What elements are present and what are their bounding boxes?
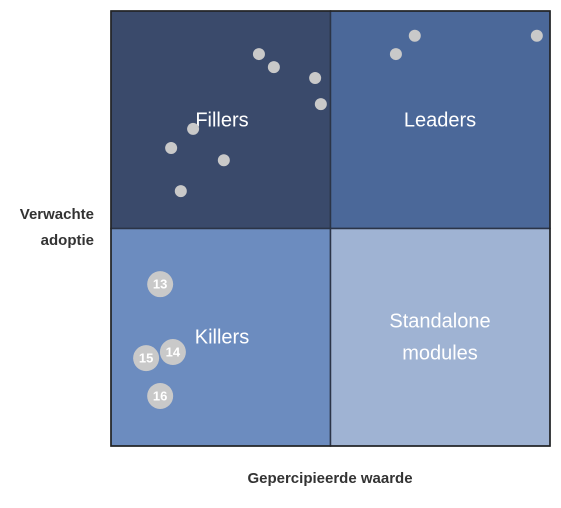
- data-point: [408, 29, 421, 42]
- quadrant-label: Fillers: [195, 109, 248, 131]
- data-point: [217, 154, 230, 167]
- quadrant: [110, 10, 332, 230]
- data-point: [252, 48, 265, 61]
- quadrant: [329, 10, 551, 230]
- data-point: [314, 98, 327, 111]
- data-point: [147, 382, 174, 409]
- data-point: [389, 48, 402, 61]
- x-axis-label: Gepercipieerde waarde: [247, 470, 412, 487]
- quadrant: [329, 227, 551, 447]
- data-point: [530, 29, 543, 42]
- quadrant-label: Standalone: [389, 310, 490, 332]
- data-point: [267, 61, 280, 74]
- y-axis-label: adoptie: [41, 232, 94, 249]
- data-point: [187, 122, 200, 135]
- plot-border: [110, 10, 551, 447]
- quadrant: [110, 227, 332, 447]
- y-axis-label: Verwachte: [20, 206, 94, 223]
- data-point: [165, 142, 178, 155]
- point-label: 16: [153, 388, 167, 403]
- data-point: [174, 185, 187, 198]
- data-point: [147, 271, 174, 298]
- point-label: 13: [153, 277, 167, 292]
- point-label: 15: [139, 351, 153, 366]
- quadrant-label: Leaders: [404, 109, 476, 131]
- quadrant-label: Killers: [195, 326, 249, 348]
- data-point: [159, 339, 186, 366]
- point-label: 14: [166, 344, 181, 359]
- quadrant-label: modules: [402, 342, 478, 364]
- data-point: [133, 345, 160, 372]
- data-point: [309, 71, 322, 84]
